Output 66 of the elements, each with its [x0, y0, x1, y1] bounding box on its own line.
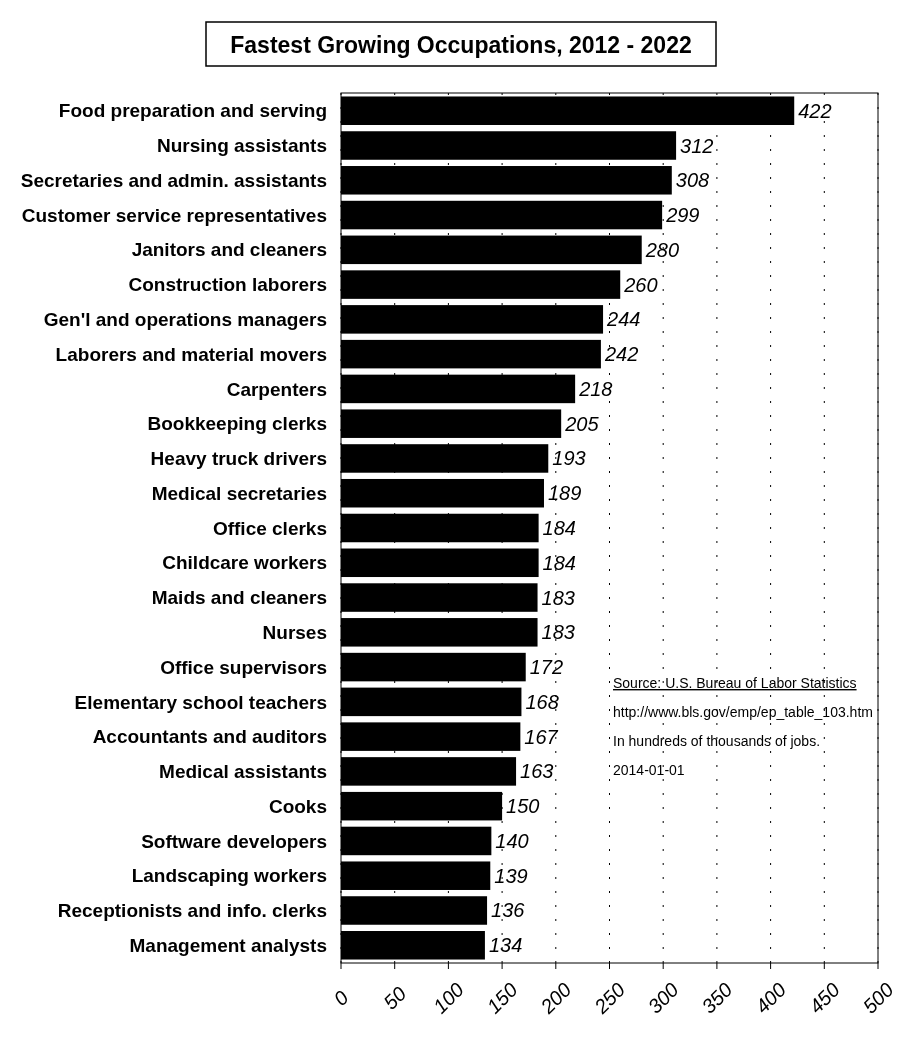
- data-label: 163: [520, 760, 554, 783]
- y-tick-label: Elementary school teachers: [74, 691, 327, 713]
- annotation: http://www.bls.gov/emp/ep_table_103.htm: [613, 704, 873, 720]
- annotation: In hundreds of thousands of jobs.: [613, 733, 821, 749]
- x-tick-label: 250: [589, 978, 630, 1019]
- y-tick-label: Software developers: [141, 830, 327, 852]
- data-label: 150: [506, 795, 540, 818]
- data-label: 242: [603, 343, 639, 366]
- y-tick-label: Construction laborers: [128, 274, 327, 296]
- data-label: 299: [665, 204, 700, 227]
- data-label: 244: [606, 308, 641, 331]
- x-tick-label: 450: [804, 978, 844, 1018]
- data-label: 167: [524, 725, 559, 748]
- x-tick-label: 50: [379, 982, 411, 1014]
- data-label: 205: [564, 412, 600, 435]
- data-label: 183: [541, 621, 575, 644]
- data-label: 184: [542, 517, 576, 539]
- y-tick-label: Janitors and cleaners: [131, 239, 327, 261]
- y-tick-label: Landscaping workers: [131, 865, 327, 887]
- y-tick-label: Office supervisors: [160, 656, 327, 678]
- y-tick-label: Bookkeeping clerks: [147, 413, 327, 435]
- x-tick-label: 150: [482, 978, 522, 1018]
- data-label: 172: [529, 656, 564, 679]
- y-tick-label: Nurses: [262, 621, 327, 643]
- data-label: 139: [494, 864, 528, 887]
- data-label: 260: [623, 273, 658, 296]
- data-label: 140: [495, 829, 529, 852]
- data-label: 422: [798, 99, 832, 122]
- y-tick-label: Customer service representatives: [21, 204, 327, 226]
- x-tick-label: 200: [535, 978, 576, 1019]
- y-tick-label: Laborers and material movers: [55, 343, 327, 365]
- y-tick-label: Receptionists and info. clerks: [57, 900, 327, 922]
- data-label: 183: [541, 586, 575, 609]
- y-tick-label: Management analysts: [129, 934, 327, 956]
- y-tick-label: Medical assistants: [159, 761, 327, 783]
- y-tick-label: Cooks: [268, 795, 327, 817]
- data-label: 134: [488, 934, 523, 957]
- x-tick-label: 350: [697, 978, 737, 1018]
- y-tick-label: Gen'l and operations managers: [43, 309, 327, 331]
- y-tick-label: Childcare workers: [162, 552, 327, 574]
- y-tick-label: Heavy truck drivers: [150, 448, 327, 470]
- y-tick-label: Office clerks: [212, 517, 327, 539]
- x-tick-label: 300: [643, 978, 683, 1018]
- y-tick-label: Nursing assistants: [157, 135, 327, 157]
- data-label: 136: [491, 899, 526, 922]
- y-tick-label: Food preparation and serving: [58, 100, 327, 122]
- data-label: 218: [578, 377, 613, 400]
- data-label: 312: [680, 134, 714, 157]
- annotation: Source: U.S. Bureau of Labor Statistics: [613, 675, 857, 691]
- x-tick-label: 100: [428, 978, 468, 1018]
- y-tick-label: Carpenters: [226, 378, 327, 400]
- data-label: 168: [525, 690, 559, 713]
- annotation: 2014-01-01: [613, 762, 685, 778]
- x-tick-label: 400: [751, 978, 791, 1018]
- data-label: 280: [644, 238, 680, 261]
- x-tick-label: 500: [858, 978, 898, 1018]
- data-label: 308: [675, 169, 710, 192]
- x-tick-label: 0: [329, 986, 353, 1010]
- chart-title: Fastest Growing Occupations, 2012 - 2022: [230, 32, 692, 58]
- y-tick-label: Secretaries and admin. assistants: [20, 169, 327, 191]
- data-label: 193: [552, 447, 586, 470]
- y-tick-label: Maids and cleaners: [151, 587, 327, 609]
- y-tick-label: Medical secretaries: [151, 482, 327, 504]
- y-tick-label: Accountants and auditors: [92, 726, 327, 748]
- data-label: 184: [542, 551, 576, 574]
- data-label: 189: [547, 482, 582, 505]
